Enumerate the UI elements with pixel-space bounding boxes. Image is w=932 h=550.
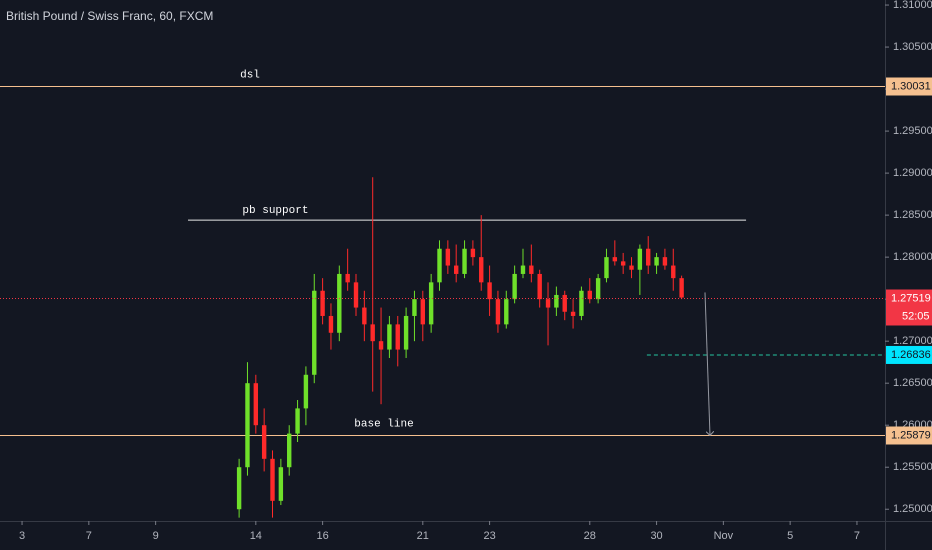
y-tick-label: 1.29500 xyxy=(893,125,932,137)
x-tick-label: 23 xyxy=(483,530,495,542)
y-tick-label: 1.30500 xyxy=(893,41,932,53)
countdown-label: 52:05 xyxy=(902,310,930,322)
y-tick-label: 1.26500 xyxy=(893,377,932,389)
candle-body xyxy=(345,273,350,283)
candle-body xyxy=(270,458,275,501)
candle-body xyxy=(487,282,492,300)
candle-body xyxy=(245,383,250,468)
candle-body xyxy=(303,374,309,409)
level-price-label: 1.25879 xyxy=(891,429,931,441)
candle-body xyxy=(595,278,601,300)
candle-body xyxy=(378,341,384,350)
projection-arrow xyxy=(704,292,710,435)
candle-body xyxy=(470,248,476,258)
candle-body xyxy=(287,433,292,468)
candle-body xyxy=(587,290,592,300)
candle-body xyxy=(370,324,375,342)
candle-body xyxy=(412,299,417,316)
x-tick-label: Nov xyxy=(714,530,734,542)
candle-body xyxy=(462,248,467,274)
x-tick-label: 3 xyxy=(19,530,25,542)
candle-body xyxy=(654,257,659,266)
candle-body xyxy=(604,257,609,279)
last-price-box xyxy=(886,289,932,326)
x-tick-label: 14 xyxy=(250,530,262,542)
level-annotation: base line xyxy=(354,418,413,430)
candle-body xyxy=(445,248,451,266)
candle-body xyxy=(387,324,392,350)
y-tick-label: 1.25500 xyxy=(893,461,932,473)
candle-body xyxy=(278,467,284,501)
candle-body xyxy=(570,311,576,316)
x-tick-label: 7 xyxy=(854,530,860,542)
candle-body xyxy=(629,265,634,270)
candle-body xyxy=(453,265,459,274)
candle-body xyxy=(504,299,509,325)
x-tick-label: 28 xyxy=(584,530,596,542)
candle-body xyxy=(353,282,359,308)
candle-body xyxy=(479,257,484,283)
candle-body xyxy=(679,278,684,298)
trendline-annotation: pb support xyxy=(242,205,308,217)
candle-body xyxy=(520,265,526,274)
candle-body xyxy=(612,257,618,262)
candle-body xyxy=(328,315,334,333)
candle-body xyxy=(512,273,517,300)
candle-body xyxy=(562,294,567,312)
candle-body xyxy=(420,299,425,325)
candle-body xyxy=(320,290,325,316)
x-tick-label: 30 xyxy=(650,530,662,542)
candle-body xyxy=(295,408,300,434)
candle-body xyxy=(671,265,676,279)
candle-body xyxy=(545,299,551,308)
x-tick-label: 9 xyxy=(153,530,159,542)
level-price-label: 1.30031 xyxy=(891,80,931,92)
candle-body xyxy=(362,307,367,325)
target-price-label: 1.26836 xyxy=(891,349,931,361)
x-tick-label: 21 xyxy=(417,530,429,542)
candle-body xyxy=(403,315,409,350)
y-tick-label: 1.28000 xyxy=(893,251,932,263)
candle-body xyxy=(312,290,317,375)
candle-body xyxy=(529,265,534,274)
candle-body xyxy=(637,248,643,270)
level-price-box xyxy=(886,426,932,445)
last-price-label: 1.27519 xyxy=(891,292,931,304)
y-tick-label: 1.28500 xyxy=(893,209,932,221)
x-tick-label: 5 xyxy=(787,530,793,542)
candle-body xyxy=(428,282,434,325)
candle-body xyxy=(646,248,651,266)
y-tick-label: 1.29000 xyxy=(893,167,932,179)
chart-title: British Pound / Swiss Franc, 60, FXCM xyxy=(6,9,213,23)
candle-body xyxy=(579,290,584,316)
candle-body xyxy=(236,467,242,510)
candle-body xyxy=(537,273,542,300)
candle-body xyxy=(495,299,501,325)
y-tick-label: 1.25000 xyxy=(893,503,932,515)
x-tick-label: 16 xyxy=(316,530,328,542)
level-price-box xyxy=(886,77,932,96)
candle-body xyxy=(337,273,342,333)
candle-body xyxy=(437,248,442,283)
candle-body xyxy=(253,383,259,426)
candle-body xyxy=(554,294,559,308)
candle-body xyxy=(620,261,626,266)
target-price-box xyxy=(886,345,932,364)
y-tick-label: 1.31000 xyxy=(893,0,932,11)
candle-body xyxy=(395,324,400,350)
candle-body xyxy=(662,257,668,266)
candle-body xyxy=(261,425,267,459)
y-tick-label: 1.27000 xyxy=(893,335,932,347)
x-tick-label: 7 xyxy=(86,530,92,542)
level-annotation: dsl xyxy=(240,69,260,81)
